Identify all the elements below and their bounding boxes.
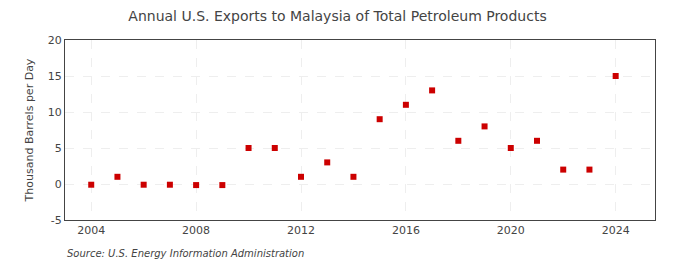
svg-text:2016: 2016 [392, 224, 420, 237]
svg-text:Annual U.S. Exports to Malaysi: Annual U.S. Exports to Malaysia of Total… [128, 8, 546, 24]
svg-text:2020: 2020 [497, 224, 525, 237]
svg-text:0: 0 [55, 178, 62, 191]
svg-text:Source: U.S. Energy Informatio: Source: U.S. Energy Information Administ… [67, 248, 304, 259]
svg-text:-5: -5 [51, 214, 62, 227]
svg-text:20: 20 [48, 34, 62, 47]
svg-text:2024: 2024 [602, 224, 630, 237]
svg-text:2004: 2004 [77, 224, 105, 237]
svg-text:2008: 2008 [182, 224, 210, 237]
svg-text:5: 5 [55, 142, 62, 155]
svg-text:10: 10 [48, 106, 62, 119]
svg-text:15: 15 [48, 70, 62, 83]
svg-text:2012: 2012 [287, 224, 315, 237]
svg-text:Thousand Barrels per Day: Thousand Barrels per Day [23, 58, 36, 202]
